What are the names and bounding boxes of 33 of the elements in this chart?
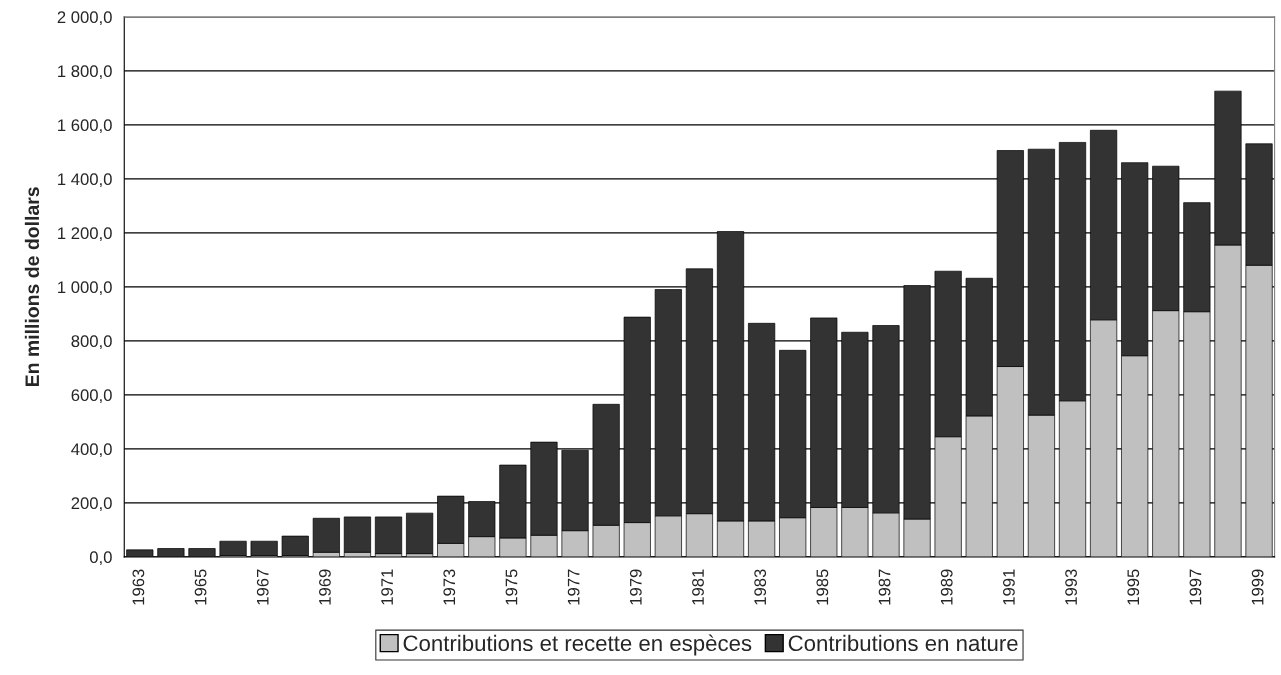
x-tick-label: 1993: [1065, 569, 1077, 605]
x-tick-label: 1999: [1251, 569, 1264, 605]
x-tick-label: 1969: [319, 569, 331, 605]
x-tick-label: 1985: [816, 569, 829, 605]
y-axis-title: En millions de dollars: [24, 187, 40, 387]
y-tick-label: 200,0: [71, 497, 112, 512]
x-tick-label: 1975: [505, 569, 518, 605]
x-tick-label: 1981: [692, 569, 704, 605]
x-tick-label: 1987: [878, 569, 891, 605]
x-tick-label: 1983: [754, 569, 767, 605]
x-tick-label: 1989: [940, 569, 953, 605]
x-tick-label: 1965: [194, 569, 207, 605]
x-tick-label: 1973: [443, 569, 456, 605]
x-tick-label: 1967: [256, 569, 269, 605]
y-tick-label: 2 000,0: [57, 11, 112, 26]
y-tick-label: 1 200,0: [58, 227, 112, 242]
x-tick-label: 1971: [381, 569, 393, 605]
y-tick-label: 400,0: [71, 443, 112, 458]
x-tick-label: 1995: [1127, 569, 1140, 605]
y-tick-label: 1 400,0: [58, 173, 112, 188]
y-tick-label: 1 800,0: [58, 65, 112, 80]
y-tick-label: 1 600,0: [58, 119, 112, 134]
legend-label: Contributions en nature: [788, 634, 1018, 652]
x-tick-label: 1979: [629, 569, 642, 605]
y-tick-label: 1 000,0: [58, 281, 112, 296]
x-tick-label: 1963: [132, 569, 145, 605]
y-tick-label: 600,0: [71, 389, 112, 404]
y-tick-label: 800,0: [71, 335, 112, 350]
y-tick-label: 0,0: [89, 551, 112, 566]
x-tick-label: 1991: [1003, 569, 1015, 605]
x-tick-label: 1997: [1189, 569, 1202, 605]
legend-label: Contributions et recette en espèces: [403, 634, 752, 656]
x-tick-label: 1977: [567, 569, 580, 605]
